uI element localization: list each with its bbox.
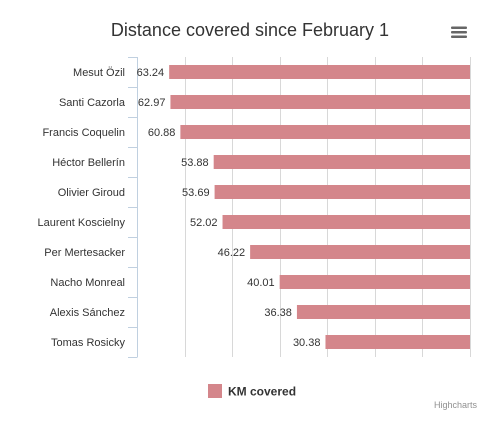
bar[interactable] (213, 155, 470, 169)
legend-label: KM covered (228, 385, 296, 399)
category-label: Tomas Rosicky (51, 337, 125, 349)
chart-title: Distance covered since February 1 (111, 20, 389, 40)
bar[interactable] (169, 65, 471, 79)
legend-item[interactable]: KM covered (208, 384, 296, 399)
category-labels: Mesut Özil Santi Cazorla Francis Coquelin H… (38, 67, 126, 349)
data-label: 63.24 (137, 67, 165, 79)
bar[interactable] (325, 335, 470, 349)
bar[interactable] (250, 245, 470, 259)
bar[interactable] (180, 125, 471, 139)
data-labels: 63.24 62.97 60.88 53.88 53.69 52.02 46.22 40.01… (137, 67, 321, 349)
data-label: 53.88 (181, 157, 209, 169)
data-label: 60.88 (148, 127, 176, 139)
category-label: Francis Coquelin (42, 127, 125, 139)
category-axis (128, 57, 138, 358)
category-label: Mesut Özil (73, 67, 125, 79)
category-label: Santi Cazorla (59, 97, 126, 109)
hamburger-icon (451, 26, 467, 38)
legend-swatch (208, 384, 222, 398)
data-label: 62.97 (138, 97, 166, 109)
data-label: 53.69 (182, 187, 210, 199)
bars (169, 65, 471, 349)
credits-link[interactable]: Highcharts (434, 400, 478, 410)
category-label: Alexis Sánchez (50, 307, 125, 319)
data-label: 52.02 (190, 217, 218, 229)
menu-button[interactable] (447, 23, 471, 41)
bar[interactable] (214, 185, 470, 199)
data-label: 30.38 (293, 337, 321, 349)
category-label: Olivier Giroud (58, 187, 125, 199)
bar[interactable] (296, 305, 470, 319)
bar[interactable] (279, 275, 470, 289)
category-label: Laurent Koscielny (38, 217, 126, 229)
data-label: 36.38 (264, 307, 292, 319)
category-label: Nacho Monreal (50, 277, 125, 289)
category-label: Héctor Bellerín (52, 157, 125, 169)
data-label: 46.22 (218, 247, 246, 259)
category-label: Per Mertesacker (44, 247, 125, 259)
bar[interactable] (170, 95, 470, 109)
bar[interactable] (222, 215, 470, 229)
data-label: 40.01 (247, 277, 275, 289)
